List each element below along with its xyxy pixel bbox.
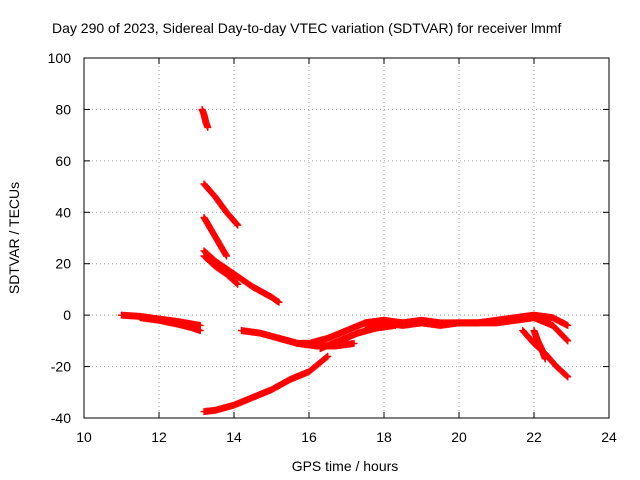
data-point [324, 352, 332, 360]
chart-title: Day 290 of 2023, Sidereal Day-to-day VTE… [52, 20, 561, 36]
data-point [323, 353, 331, 361]
series-arc-main-b [361, 314, 572, 345]
data-point [275, 298, 283, 306]
data-point [563, 372, 571, 380]
data-point [204, 123, 212, 131]
series-arc-52 [200, 180, 242, 229]
x-tick-label: 12 [151, 429, 167, 445]
x-tick-label: 10 [76, 429, 92, 445]
data-point [350, 339, 358, 347]
y-tick-label: -20 [51, 359, 71, 375]
y-tick-label: 100 [48, 50, 72, 66]
x-tick-label: 14 [226, 429, 242, 445]
series-arc-neg-rise [200, 352, 332, 416]
data-point [234, 221, 242, 229]
series-arc-38 [200, 213, 230, 260]
grid [84, 58, 609, 418]
y-tick-label: 40 [55, 204, 71, 220]
data-point [563, 336, 571, 344]
x-tick-label: 18 [376, 429, 392, 445]
series-arc-24 [200, 252, 242, 288]
y-tick-label: 20 [55, 256, 71, 272]
x-tick-label: 16 [301, 429, 317, 445]
data-point [223, 252, 230, 260]
series-arc-80 [198, 105, 212, 131]
data-point [233, 220, 241, 228]
x-tick-label: 24 [601, 429, 617, 445]
plot-frame [83, 57, 610, 419]
series-arc-25 [200, 247, 283, 306]
data-point [564, 373, 572, 381]
ticks [83, 57, 610, 419]
data-point [233, 279, 241, 287]
tick-labels: 10 12 14 16 18 20 22 24 -40 -20 0 20 40 60 80 100 [48, 50, 617, 445]
y-tick-label: -40 [51, 410, 71, 426]
y-axis-label: SDTVAR / TECUs [6, 182, 22, 294]
x-tick-label: 20 [451, 429, 467, 445]
x-axis-label: GPS time / hours [292, 458, 399, 474]
data-point [541, 355, 549, 363]
data-point [564, 337, 572, 345]
y-tick-label: 0 [63, 307, 71, 323]
series-arc-early-b [136, 314, 204, 335]
y-tick-label: 80 [55, 101, 71, 117]
data-point [564, 321, 572, 329]
series-arc-late-spur [530, 327, 549, 363]
data-points [118, 105, 572, 416]
x-tick-label: 22 [526, 429, 542, 445]
data-point [234, 280, 242, 288]
y-tick-label: 60 [55, 153, 71, 169]
data-point [196, 327, 204, 335]
data-point [274, 298, 282, 306]
